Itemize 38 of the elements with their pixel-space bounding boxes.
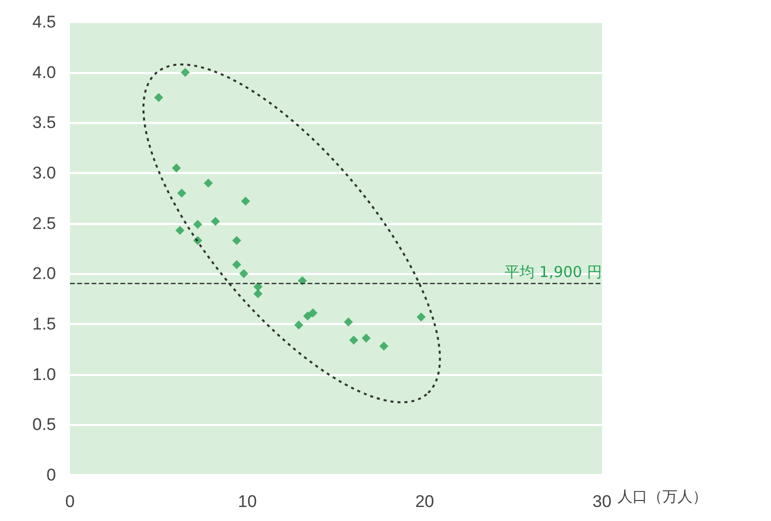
- point: [308, 308, 318, 318]
- point: [349, 336, 358, 345]
- point: [180, 68, 190, 77]
- point: [232, 260, 242, 270]
- x-tick-label: 10: [238, 492, 257, 511]
- y-tick-label: 3.5: [32, 113, 56, 132]
- point: [416, 312, 426, 322]
- point: [210, 216, 220, 226]
- point: [303, 311, 312, 320]
- ref-line-label: 平均 1,900 円: [504, 263, 602, 282]
- point: [379, 342, 388, 351]
- y-tick-label: 0: [46, 466, 56, 484]
- y-tick-label: 2.0: [32, 264, 56, 284]
- y-tick-label: 0.5: [32, 415, 56, 434]
- y-tick-label: 3.0: [32, 164, 56, 182]
- point: [177, 188, 186, 198]
- y-tick-label: 1.5: [32, 314, 56, 334]
- point: [154, 93, 164, 102]
- x-tick-label: 20: [415, 492, 434, 511]
- y-tick-label: 4.0: [32, 62, 56, 82]
- x-tick-label: 30: [592, 492, 612, 511]
- point: [204, 178, 213, 188]
- y-tick-label: 1.0: [32, 364, 56, 384]
- x-axis-title: 人口（万人）: [617, 488, 708, 506]
- point: [362, 334, 371, 343]
- y-tick-label: 4.5: [32, 12, 56, 32]
- point: [172, 163, 181, 172]
- point: [232, 236, 242, 245]
- point: [294, 320, 304, 330]
- point: [239, 269, 248, 278]
- y-tick-label: 2.5: [32, 214, 56, 233]
- x-tick-label: 0: [65, 492, 75, 511]
- point: [253, 289, 262, 298]
- point: [193, 220, 202, 229]
- point: [175, 226, 184, 235]
- point: [241, 196, 250, 206]
- point: [298, 276, 307, 286]
- point: [344, 317, 353, 326]
